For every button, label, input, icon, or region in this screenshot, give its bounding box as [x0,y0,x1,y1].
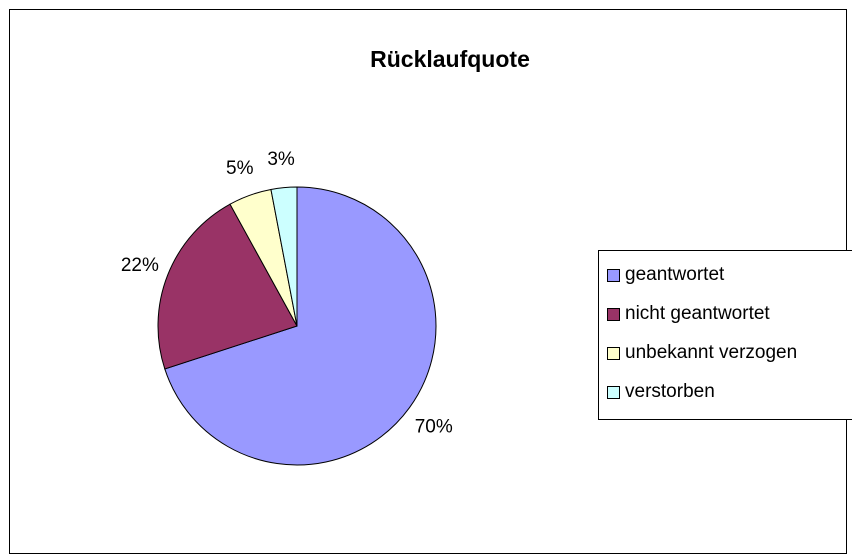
legend-label: unbekannt verzogen [625,342,798,363]
legend-swatch [607,307,620,321]
chart-area: Rücklaufquote 70% 22% 5% 3% geantwortet nic… [9,9,852,554]
legend: geantwortet nicht geantwortet unbekannt … [598,250,852,420]
chart-title: Rücklaufquote [370,46,530,72]
data-label: 22% [121,255,159,276]
pie-chart: 70% 22% 5% 3% [121,149,453,466]
pie-slice-geantwortet [164,186,437,466]
legend-label: geantwortet [625,264,725,285]
legend-label: nicht geantwortet [625,303,770,324]
data-label: 5% [226,158,254,179]
legend-swatch [607,346,620,360]
legend-item-unbekannt-verzogen: unbekannt verzogen [607,342,797,364]
data-label: 3% [267,149,295,170]
legend-item-geantwortet: geantwortet [607,264,724,286]
legend-item-nicht-geantwortet: nicht geantwortet [607,303,770,325]
legend-swatch [607,385,620,399]
legend-swatch [607,268,620,282]
pie-slice-verstorben [270,186,298,327]
legend-label: verstorben [625,381,715,402]
legend-item-verstorben: verstorben [607,381,715,403]
data-label: 70% [415,416,453,437]
pie-slice-nicht-geantwortet [157,203,298,370]
